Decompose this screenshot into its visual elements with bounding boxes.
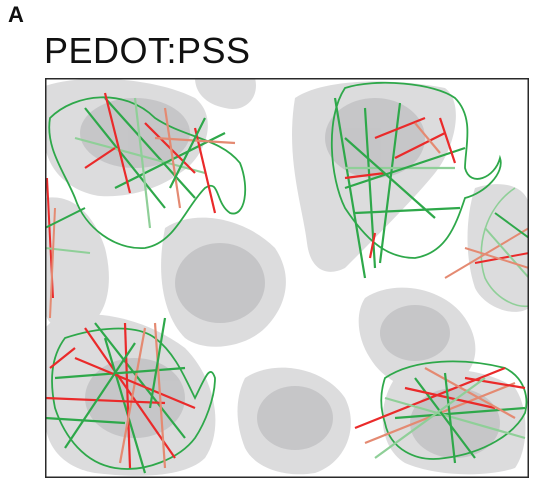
dark-patch-7 [380, 305, 450, 361]
dark-patch-3 [175, 243, 265, 323]
figure-title: PEDOT:PSS [44, 30, 251, 72]
dark-patch-4 [257, 386, 333, 450]
morphology-diagram [45, 78, 529, 478]
panel-label: A [8, 2, 24, 28]
blob-top-center [195, 78, 256, 109]
